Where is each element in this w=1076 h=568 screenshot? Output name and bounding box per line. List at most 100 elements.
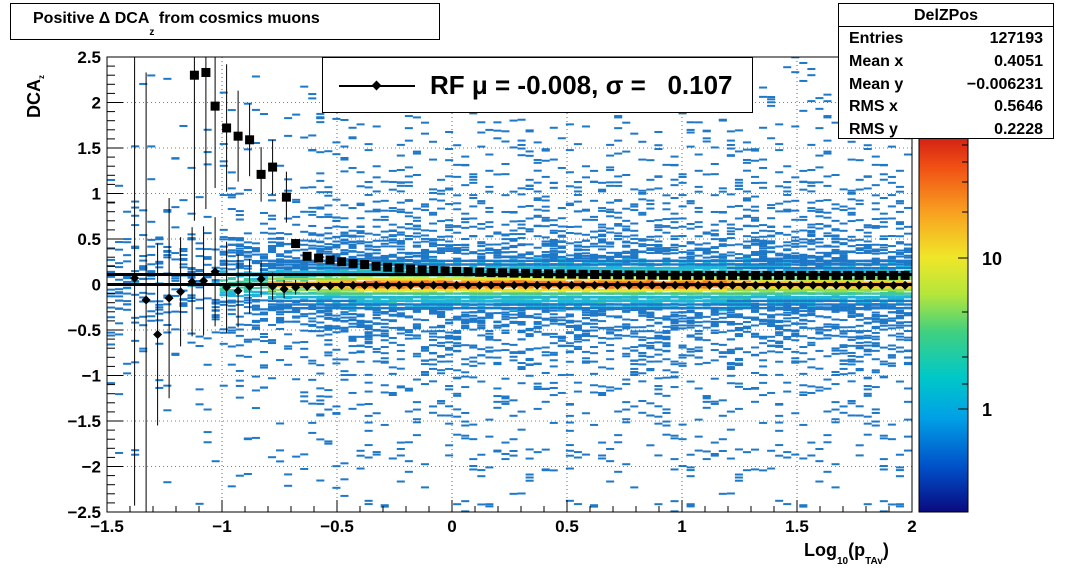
hist-bin <box>493 387 502 390</box>
hist-bin <box>485 332 494 335</box>
hist-bin <box>565 294 574 297</box>
hist-bin <box>646 314 655 317</box>
hist-bin <box>155 312 164 315</box>
hist-bin <box>300 453 309 456</box>
hist-bin <box>235 247 244 250</box>
hist-bin <box>726 313 735 316</box>
hist-bin <box>485 128 494 131</box>
hist-bin <box>654 454 663 457</box>
hist-bin <box>533 215 542 218</box>
hist-bin <box>477 245 486 248</box>
hist-bin <box>638 279 647 282</box>
hist-bin <box>412 352 421 355</box>
hist-bin <box>742 351 751 354</box>
hist-bin <box>646 235 655 238</box>
hist-bin <box>461 321 470 324</box>
hist-bin <box>485 243 494 246</box>
hist-bin <box>388 298 397 301</box>
hist-bin <box>734 322 743 325</box>
hist-bin <box>509 313 518 316</box>
hist-bin <box>324 243 333 246</box>
hist-bin <box>340 226 349 229</box>
hist-bin <box>123 275 132 278</box>
hist-bin <box>412 228 421 231</box>
hist-bin <box>533 385 542 388</box>
hist-bin <box>541 317 550 320</box>
hist-bin <box>598 233 607 236</box>
hist-bin <box>429 140 438 143</box>
hist-bin <box>203 256 212 259</box>
hist-bin <box>356 298 365 301</box>
hist-bin <box>235 210 244 213</box>
hist-bin <box>517 287 526 290</box>
hist-bin <box>324 343 333 346</box>
hist-bin <box>300 467 309 470</box>
hist-bin <box>356 325 365 328</box>
hist-bin <box>614 181 623 184</box>
hist-bin <box>541 258 550 261</box>
hist-bin <box>525 230 534 233</box>
hist-bin <box>437 311 446 314</box>
hist-bin <box>251 307 260 310</box>
hist-bin <box>437 178 446 181</box>
hist-bin <box>477 311 486 314</box>
hist-bin <box>759 335 768 338</box>
hist-bin <box>549 351 558 354</box>
hist-bin <box>606 358 615 361</box>
hist-bin <box>461 375 470 378</box>
hist-bin <box>251 293 260 296</box>
hist-bin <box>324 290 333 293</box>
hist-bin <box>767 137 776 140</box>
hist-bin <box>420 121 429 124</box>
hist-bin <box>726 139 735 142</box>
hist-bin <box>131 245 140 248</box>
hist-bin <box>187 299 196 302</box>
hist-bin <box>485 248 494 251</box>
hist-bin <box>783 456 792 459</box>
hist-bin <box>251 326 260 329</box>
hist-bin <box>131 200 140 203</box>
hist-bin <box>638 338 647 341</box>
hist-bin <box>509 320 518 323</box>
hist-bin <box>606 255 615 258</box>
hist-bin <box>541 264 550 267</box>
hist-bin <box>581 218 590 221</box>
hist-bin <box>203 263 212 266</box>
hist-bin <box>396 245 405 248</box>
hist-bin <box>308 312 317 315</box>
hist-bin <box>445 305 454 308</box>
hist-bin <box>670 294 679 297</box>
hist-bin <box>670 155 679 158</box>
hist-bin <box>767 391 776 394</box>
hist-bin <box>251 248 260 251</box>
hist-bin <box>734 178 743 181</box>
hist-bin <box>251 287 260 290</box>
hist-bin <box>581 332 590 335</box>
hist-bin <box>525 476 534 479</box>
hist-bin <box>533 322 542 325</box>
hist-bin <box>259 335 268 338</box>
hist-bin <box>565 264 574 267</box>
hist-bin <box>396 315 405 318</box>
hist-bin <box>412 305 421 308</box>
hist-bin <box>445 298 454 301</box>
hist-bin <box>525 314 534 317</box>
hist-bin <box>581 339 590 342</box>
hist-bin <box>509 244 518 247</box>
hist-bin <box>614 334 623 337</box>
hist-bin <box>767 96 776 99</box>
hist-bin <box>638 312 647 315</box>
hist-bin <box>332 279 341 282</box>
hist-bin <box>316 413 325 416</box>
hist-bin <box>630 254 639 257</box>
hist-bin <box>517 313 526 316</box>
hist-bin <box>509 146 518 149</box>
hist-bin <box>227 249 236 252</box>
hist-bin <box>348 246 357 249</box>
hist-bin <box>123 308 132 311</box>
hist-bin <box>759 322 768 325</box>
hist-bin <box>783 193 792 196</box>
hist-bin <box>614 152 623 155</box>
hist-bin <box>461 155 470 158</box>
hist-bin <box>308 224 317 227</box>
